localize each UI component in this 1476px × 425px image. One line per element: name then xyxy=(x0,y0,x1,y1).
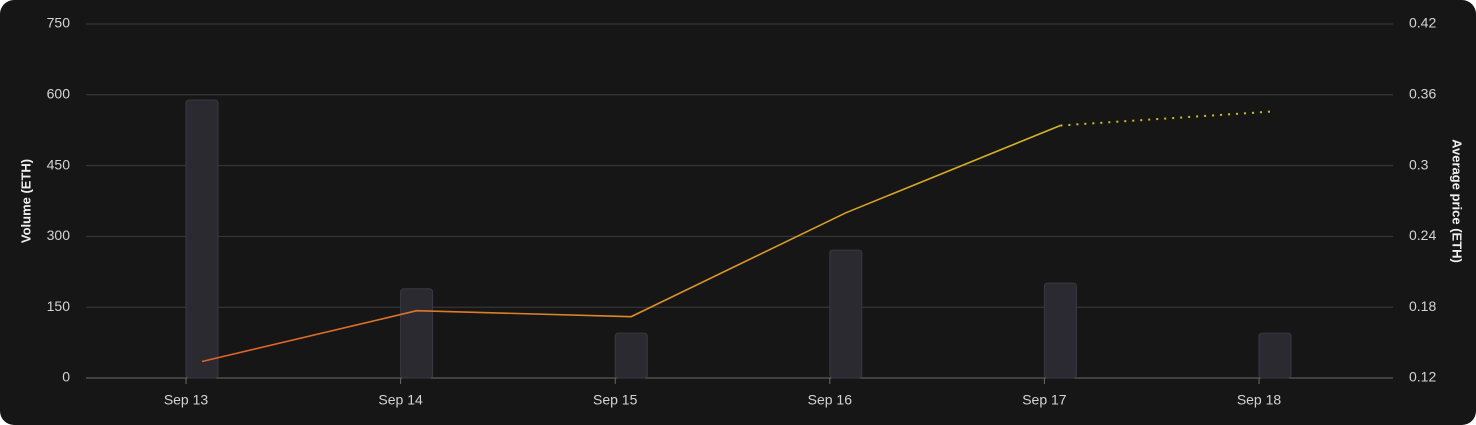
x-tick-label: Sep 18 xyxy=(1237,392,1282,408)
y-axis-title: Volume (ETH) xyxy=(18,159,33,243)
x-tick-label: Sep 16 xyxy=(808,392,853,408)
x-tick-label: Sep 14 xyxy=(378,392,423,408)
y2-axis-title: Average price (ETH) xyxy=(1450,139,1465,263)
bar xyxy=(400,288,434,379)
x-tick-label: Sep 17 xyxy=(1022,392,1067,408)
price-line xyxy=(201,124,1061,363)
y2-tick-label: 0.42 xyxy=(1409,15,1436,31)
y-tick-label: 150 xyxy=(47,298,71,314)
y2-tick-label: 0.36 xyxy=(1409,86,1436,102)
bar xyxy=(614,332,648,379)
bar xyxy=(1043,282,1077,379)
bar xyxy=(1258,332,1292,379)
y2-tick-label: 0.3 xyxy=(1409,156,1429,172)
bar xyxy=(829,249,863,379)
y2-tick-label: 0.24 xyxy=(1409,227,1436,243)
x-tick-label: Sep 13 xyxy=(164,392,209,408)
x-tick-label: Sep 15 xyxy=(593,392,638,408)
y2-tick-label: 0.12 xyxy=(1409,369,1436,385)
y-tick-label: 600 xyxy=(47,86,71,102)
y-tick-label: 750 xyxy=(47,15,71,31)
y-tick-label: 300 xyxy=(47,227,71,243)
y-tick-label: 450 xyxy=(47,156,71,172)
y2-tick-label: 0.18 xyxy=(1409,298,1436,314)
bar xyxy=(185,99,219,379)
y-tick-label: 0 xyxy=(62,369,70,385)
